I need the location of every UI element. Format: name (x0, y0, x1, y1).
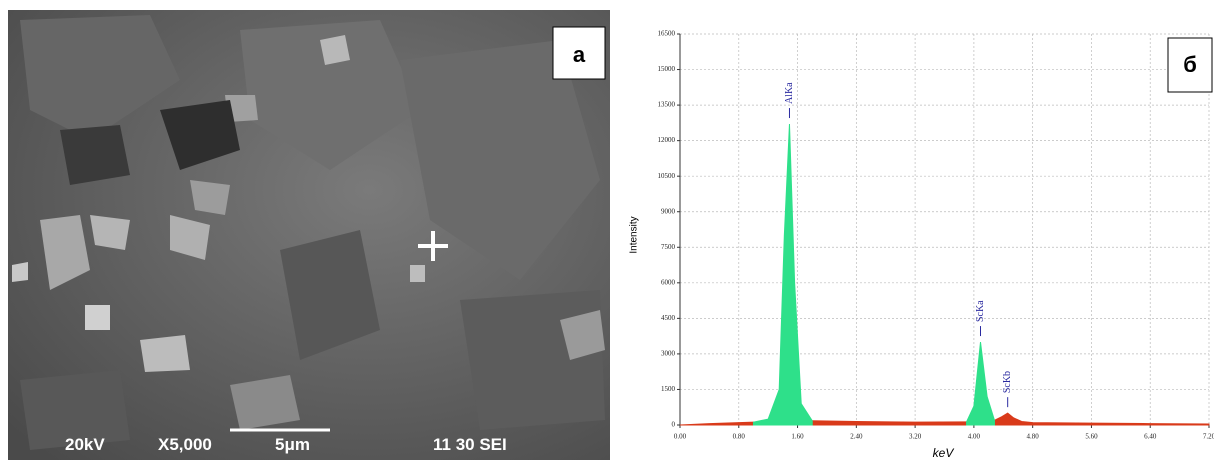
y-tick-label: 7500 (661, 243, 676, 251)
x-tick-label: 2.40 (850, 433, 863, 441)
x-tick-label: 7.20 (1203, 433, 1214, 441)
x-tick-label: 1.60 (791, 433, 804, 441)
sem-image (8, 10, 610, 460)
spectrum-area (811, 420, 968, 426)
annotation: ScKa (975, 300, 986, 322)
annotation: AlKa (784, 82, 795, 104)
y-axis-label: Intensity (629, 216, 640, 253)
y-tick-label: 10500 (658, 172, 676, 180)
y-tick-label: 13500 (658, 101, 676, 109)
y-tick-label: 0 (672, 421, 676, 429)
y-tick-label: 16500 (658, 30, 676, 38)
x-tick-label: 3.20 (909, 433, 922, 441)
panel-label: а (573, 42, 586, 67)
panel-label-box (552, 26, 606, 80)
x-tick-label: 4.80 (1027, 433, 1040, 441)
y-tick-label: 15000 (658, 65, 676, 73)
spectrum-area (993, 412, 1210, 426)
annotation: ScKb (1002, 371, 1013, 393)
plot: 0 1500 3000 4500 6000 7500 9000 10500 12000 13500… (658, 30, 1214, 441)
panel-label-box (1167, 37, 1213, 93)
x-axis-label: keV (933, 446, 955, 460)
spectrum-area (752, 124, 813, 426)
spectrum-area (966, 342, 995, 426)
y-tick-label: 3000 (661, 350, 676, 358)
y-tick-label: 12000 (658, 136, 676, 144)
x-tick-label: 6.40 (1144, 433, 1157, 441)
y-tick-label: 1500 (661, 385, 676, 393)
y-tick-label: 6000 (661, 278, 676, 286)
voltage: 20kV (65, 435, 105, 454)
magnification: X5,000 (158, 435, 212, 454)
x-tick-label: 4.00 (968, 433, 981, 441)
y-tick-label: 9000 (661, 207, 676, 215)
x-tick-label: 0.80 (733, 433, 746, 441)
spectrum-area (679, 421, 754, 426)
y-tick-label: 4500 (661, 314, 676, 322)
x-tick-label: 0.00 (674, 433, 687, 441)
panel-label: б (1183, 52, 1197, 77)
scale: 5μm (275, 435, 310, 454)
info: 11 30 SEI (433, 435, 507, 454)
x-tick-label: 5.60 (1085, 433, 1098, 441)
